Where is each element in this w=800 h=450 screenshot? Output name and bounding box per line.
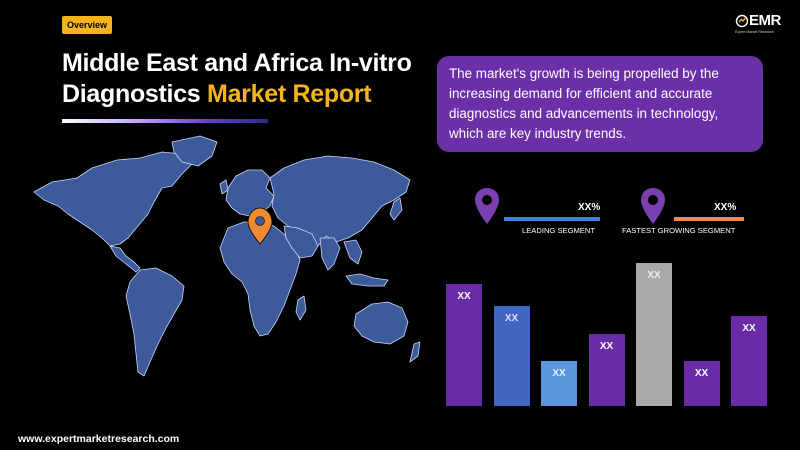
title-underline [62, 119, 268, 123]
chart-bar: XX [446, 284, 482, 406]
chart-bar: XX [541, 361, 577, 406]
chart-bar: XX [588, 334, 625, 406]
emr-logo: EMR Expert Market Research [735, 12, 785, 38]
logo-word: EMR [749, 12, 781, 29]
europe-shape [225, 169, 275, 217]
central-america-shape [109, 245, 141, 273]
south-america-shape [125, 267, 185, 377]
north-america-shape [33, 151, 193, 247]
page-title: Middle East and Africa In-vitro Diagnost… [62, 48, 432, 110]
asia-shape [269, 155, 411, 247]
logo-tagline: Expert Market Research [735, 30, 774, 34]
japan-shape [389, 197, 403, 221]
chart-bar-label: XX [599, 341, 614, 352]
world-map [33, 135, 421, 377]
chart-bar-label: XX [504, 313, 519, 324]
location-pin-icon [641, 188, 665, 224]
chart-bar-label: XX [742, 323, 756, 334]
market-growth-callout: The market's growth is being propelled b… [437, 56, 763, 152]
fastest-growing-segment-label: FASTEST GROWING SEGMENT [622, 226, 736, 235]
leading-segment-line [504, 217, 600, 221]
segment-bar-chart: XX XX XX XX XX XX XX [446, 258, 767, 406]
arabian-peninsula-shape [283, 225, 319, 259]
logo-mark-icon [735, 14, 749, 28]
title-line-2-prefix: Diagnostics [62, 80, 208, 108]
location-pin-icon [475, 188, 499, 224]
fastest-growing-segment: XX% FASTEST GROWING SEGMENT [622, 186, 790, 236]
africa-shape [219, 221, 301, 337]
chart-bar-label: XX [694, 368, 709, 379]
leading-segment-value: XX% [578, 202, 601, 213]
title-line-1: Middle East and Africa In-vitro [62, 49, 412, 77]
madagascar-shape [295, 295, 307, 321]
leading-segment-label: LEADING SEGMENT [522, 226, 595, 235]
title-highlight: Market Report [207, 80, 372, 108]
australia-shape [353, 301, 409, 345]
new-zealand-shape [409, 341, 421, 363]
chart-bar-label: XX [552, 368, 566, 379]
chart-bar-label: XX [457, 291, 471, 302]
southeast-asia-shape [343, 239, 363, 265]
chart-bar-label: XX [647, 270, 661, 281]
indonesia-shape [345, 273, 389, 287]
fastest-growing-segment-line [674, 217, 744, 221]
leading-segment: XX% LEADING SEGMENT [474, 186, 614, 236]
website-url[interactable]: www.expertmarketresearch.com [18, 433, 180, 445]
chart-bar: XX [683, 361, 720, 406]
chart-bar: XX [493, 306, 530, 406]
uk-shape [219, 179, 229, 195]
title-line-2: Diagnostics Market Report [62, 79, 432, 110]
location-pin-icon [247, 207, 273, 245]
india-shape [319, 237, 341, 271]
chart-bar: XX [731, 316, 767, 406]
overview-badge: Overview [62, 16, 112, 34]
greenland-shape [171, 135, 218, 167]
chart-bar: XX [636, 263, 672, 406]
fastest-growing-segment-value: XX% [714, 202, 737, 213]
